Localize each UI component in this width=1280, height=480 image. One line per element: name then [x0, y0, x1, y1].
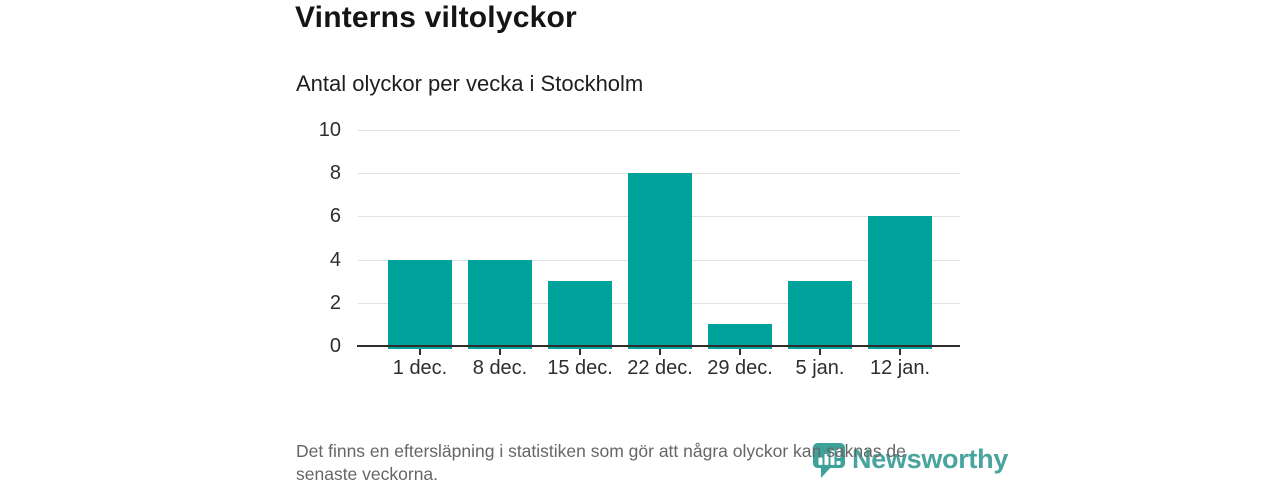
- bar-band-row: 1 dec. 8 dec. 15 dec. 22 dec. 29 dec. 5 jan. 1…: [380, 130, 940, 379]
- bar: [788, 281, 852, 349]
- bar-band: 29 dec.: [700, 130, 780, 379]
- x-axis-label: 12 jan.: [869, 357, 931, 379]
- y-axis-label: 2: [329, 291, 341, 314]
- chart-subtitle: Antal olyckor per vecka i Stockholm: [296, 71, 644, 96]
- x-axis-tick: [499, 349, 501, 355]
- x-axis-tick: [579, 349, 581, 355]
- plot-area: 1 dec. 8 dec. 15 dec. 22 dec. 29 dec. 5 jan. 1…: [357, 130, 960, 379]
- bar-band: 1 dec.: [380, 130, 460, 379]
- gridline: [358, 130, 960, 131]
- y-axis-label: 4: [329, 248, 341, 271]
- x-axis-tick: [419, 349, 421, 355]
- y-axis-label: 0: [329, 335, 341, 357]
- x-axis-label: 5 jan.: [795, 357, 845, 379]
- newsworthy-logo: Newsworthy: [812, 442, 1008, 479]
- x-axis-label: 8 dec.: [472, 357, 528, 379]
- bar-chart: 0 2 4 6 8 10 1 dec. 8 dec. 15 dec. 22 dec. 29 dec…: [295, 120, 960, 379]
- y-axis-label: 10: [318, 119, 341, 141]
- bar: [388, 259, 452, 349]
- bar-band: 22 dec.: [620, 130, 700, 379]
- footnote-line: senaste veckorna.: [296, 464, 439, 480]
- x-axis-label: 1 dec.: [392, 357, 448, 379]
- x-axis-tick: [659, 349, 661, 355]
- y-axis-label: 6: [329, 205, 341, 228]
- newsworthy-wordmark: Newsworthy: [852, 444, 1009, 474]
- x-axis-label: 29 dec.: [707, 357, 773, 379]
- y-axis: 0 2 4 6 8 10: [295, 120, 347, 356]
- x-axis-tick: [899, 349, 901, 355]
- bar-band: 5 jan.: [780, 130, 860, 379]
- footnote-line: Det finns en eftersläpning i statistiken…: [296, 441, 906, 461]
- x-axis-tick: [819, 349, 821, 355]
- bar: [868, 216, 932, 349]
- bar-band: 8 dec.: [460, 130, 540, 379]
- newsworthy-icon: [813, 443, 845, 478]
- x-baseline: [357, 344, 960, 347]
- x-axis-label: 22 dec.: [627, 357, 693, 379]
- footnote: Det finns en eftersläpning i statistiken…: [296, 440, 996, 480]
- x-axis-label: 15 dec.: [547, 357, 613, 379]
- y-axis-label: 8: [329, 162, 341, 185]
- bar: [548, 281, 612, 349]
- bar-band: 12 jan.: [860, 130, 940, 379]
- x-axis-tick: [739, 349, 741, 355]
- bar: [628, 173, 692, 349]
- chart-title: Vinterns viltolyckor: [295, 1, 577, 34]
- bar-band: 15 dec.: [540, 130, 620, 379]
- bar: [468, 259, 532, 349]
